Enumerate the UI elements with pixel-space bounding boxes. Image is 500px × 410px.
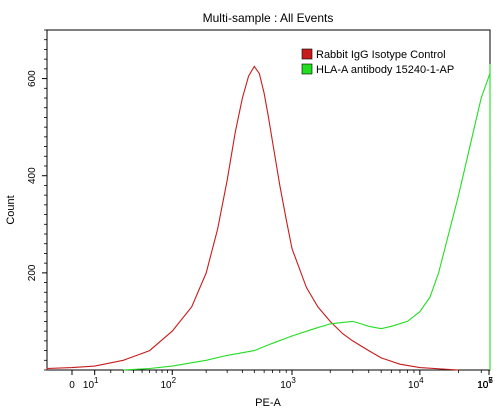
plot-frame (46, 29, 491, 371)
legend-label-hla-a-antibody: HLA-A antibody 15240-1-AP (316, 64, 454, 76)
legend-swatch-isotype-control (301, 48, 313, 60)
series-layer (46, 63, 491, 371)
series-line-hla-a-antibody (123, 63, 491, 371)
y-tick-label: 400 (27, 167, 38, 184)
legend: Rabbit IgG Isotype Control HLA-A antibod… (301, 48, 454, 76)
legend-label-isotype-control: Rabbit IgG Isotype Control (316, 49, 446, 61)
x-tick-label: 102 (160, 376, 176, 391)
x-tick-label: 0 (69, 380, 75, 391)
y-tick-label: 200 (27, 264, 38, 281)
x-tick-label: 107 (477, 376, 493, 391)
series-line-isotype-control (46, 65, 459, 371)
x-axis-label: PE-A (255, 397, 281, 409)
y-axis-label: Count (5, 195, 17, 224)
legend-swatch-hla-a-antibody (301, 63, 313, 75)
y-tick-label: 600 (27, 70, 38, 87)
x-tick-label: 101 (83, 376, 99, 391)
x-tick-label: 104 (408, 376, 424, 391)
x-tick-label: 103 (280, 376, 296, 391)
chart-title: Multi-sample : All Events (203, 11, 334, 25)
